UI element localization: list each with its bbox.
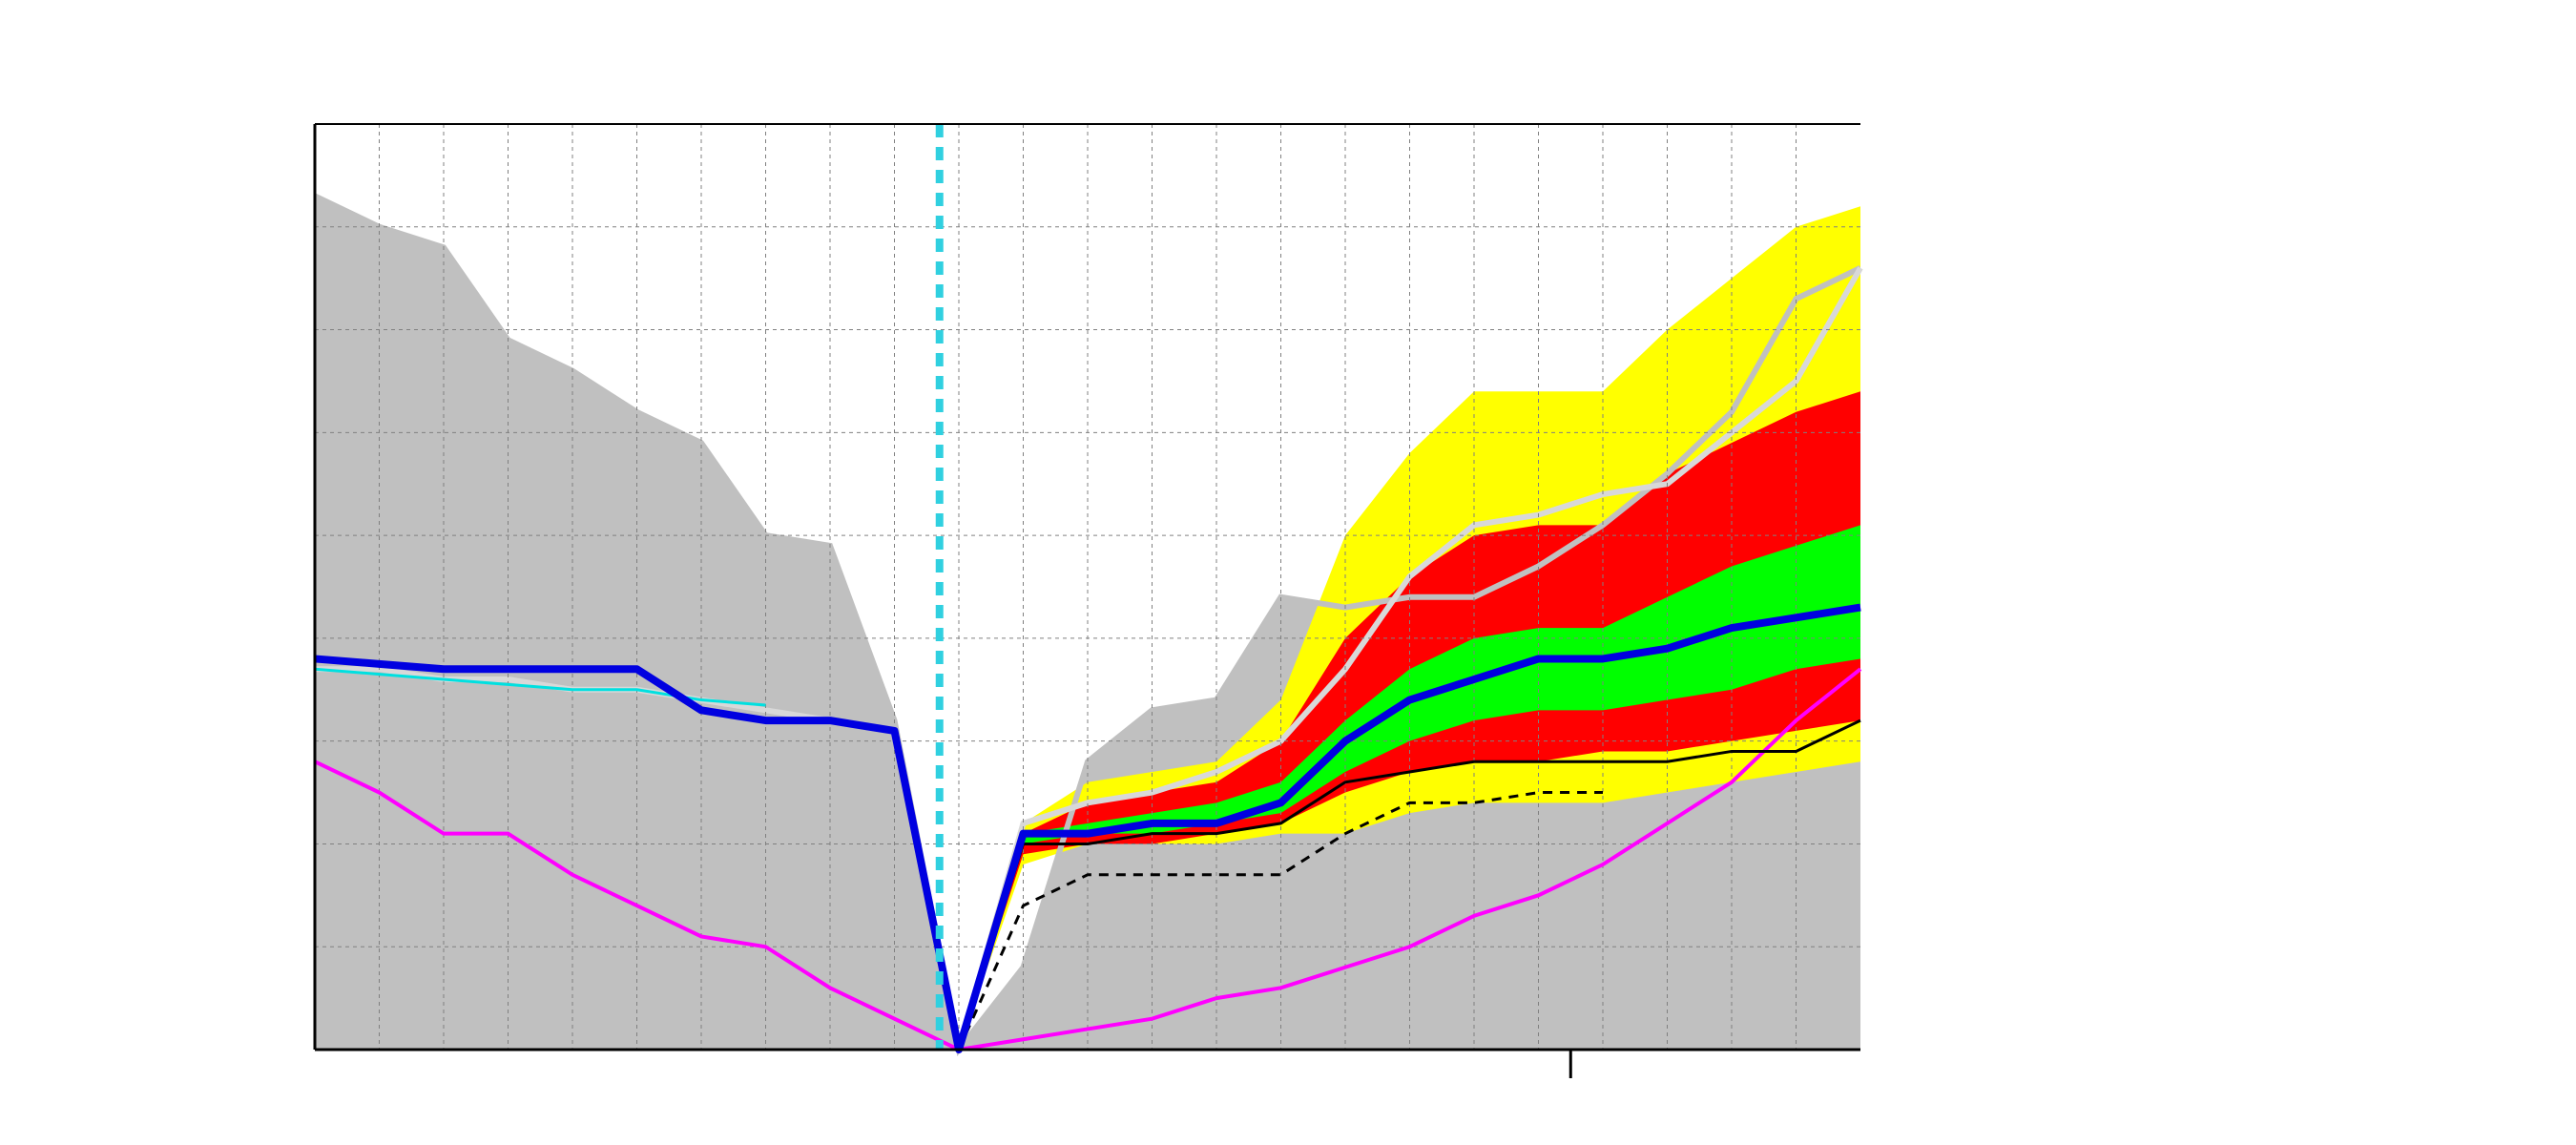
chart-svg xyxy=(0,0,2576,1145)
chart-container xyxy=(0,0,2576,1145)
